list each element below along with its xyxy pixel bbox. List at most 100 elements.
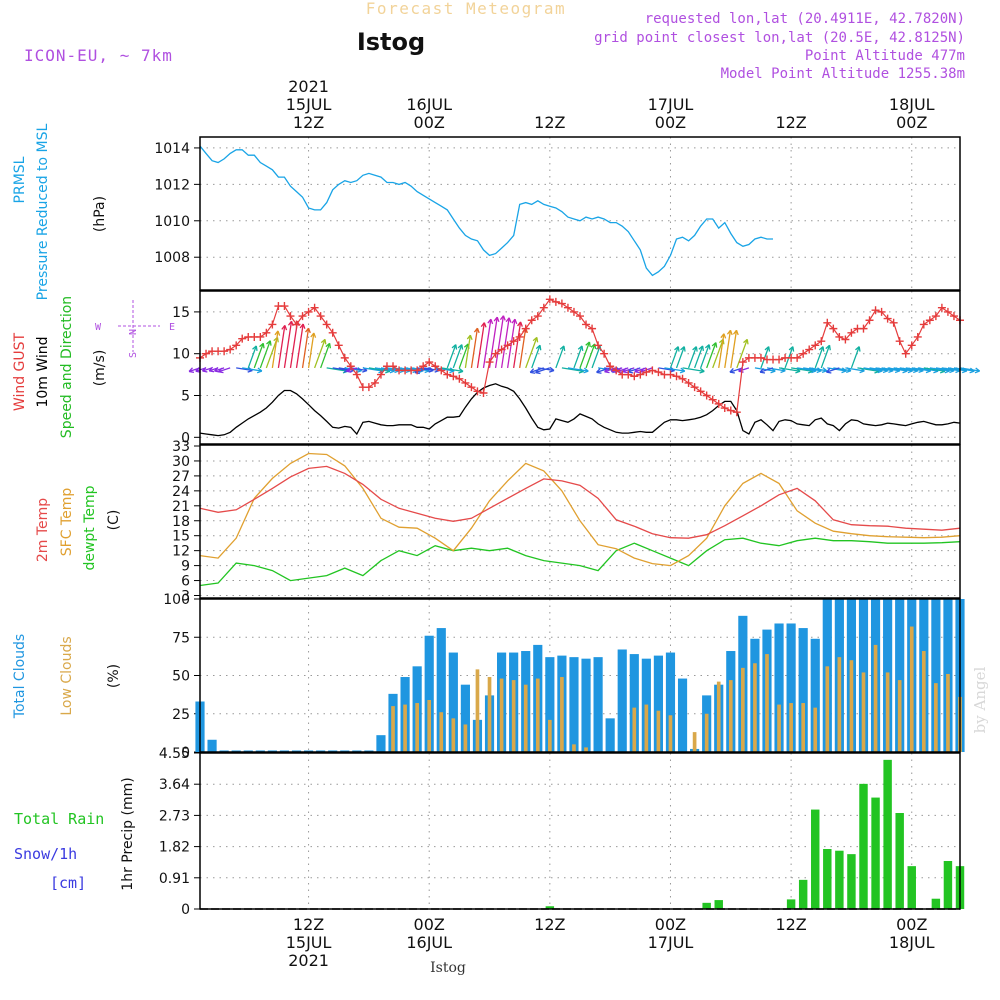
wind-arrow [700,344,710,369]
wind-arrowhead [738,367,744,373]
gust-marker [793,353,802,362]
total-cloud-bar [316,750,326,752]
wind-arrowhead [821,367,828,373]
wind-arrowhead [457,344,464,350]
low-cloud-bar [391,706,395,752]
top-date-label: 18JUL [889,95,935,114]
gust-marker [298,312,307,321]
top-hour-label: 00Z [896,113,927,132]
wind-arrow [809,367,827,372]
pressure-y-axis: 1008 1010 1012 1014 [154,141,200,266]
wind-arrowhead [451,344,458,350]
bottom-year-label: 2021 [288,951,329,970]
wind-speed-line [199,383,961,437]
total-cloud-bar [376,735,386,752]
model-point-altitude: Model Point Altitude 1255.38m [721,66,965,82]
gust-marker [202,349,211,358]
gust-marker [467,383,476,392]
wind-arrow [682,367,705,373]
wind-arrowhead [208,366,215,373]
wind-arrow [736,339,748,369]
gust-marker [811,341,820,350]
gust-marker [364,383,373,392]
grid-point-coords: grid point closest lon,lat (20.5E, 42.81… [594,30,965,46]
clouds-grid [200,599,960,752]
gust-marker [829,324,838,333]
top-date-label: 15JUL [286,95,332,114]
wind-arrow [929,367,950,372]
precip-ytick-label: 4.55 [159,746,190,762]
wind-arrow [573,345,583,369]
low-cloud-bar [765,654,769,752]
t2m-line [199,465,961,539]
gust-marker [491,349,500,358]
total-cloud-bar [810,638,820,752]
gust-marker [925,316,934,325]
top-hour-label: 00Z [655,113,686,132]
rain-bar [847,854,856,909]
precip-ytick-label: 3.64 [159,777,190,793]
wind-arrowhead [505,317,512,323]
gust-marker [630,372,639,381]
wind-arrow [826,367,840,373]
rain-bar [895,813,904,909]
gust-marker [503,341,512,350]
gust-marker [847,328,856,337]
gust-marker [931,312,940,321]
compass-rose: N S W E [95,300,175,358]
total-clouds-label: Total Clouds [12,634,28,719]
gust-marker [455,374,464,383]
wind-arrowhead [680,346,686,352]
station-title: Istog [357,28,425,56]
wind-arrow [905,367,924,372]
wind-arrow [253,343,264,369]
wind-arrow [899,367,919,372]
wind-arrow [295,323,304,369]
gust-marker [720,404,729,413]
gust-marker [527,316,536,325]
wind-arrow [935,367,955,372]
gust-marker [823,318,832,327]
total-cloud-bar [665,652,676,752]
total-cloud-bar [605,718,615,752]
rain-bar [714,900,723,909]
gust-marker [859,324,868,333]
gust-marker [322,320,331,329]
wind-arrow [452,344,463,369]
wind-arrow [446,344,457,369]
compass-south: S [128,352,139,358]
bottom-hour-label: 12Z [293,915,324,934]
temp-ytick-label: 12 [172,544,190,560]
wind-arrow [289,321,299,369]
bottom-hour-label: 00Z [655,915,686,934]
gust-marker [485,358,494,367]
gust-marker [582,320,591,329]
wind-arrowhead [634,367,640,374]
wind-arrow [555,345,565,369]
wind-arrow [271,330,279,369]
clouds-unit: (%) [106,664,122,688]
low-cloud-bar [825,666,830,752]
wind-frame [199,290,961,445]
wind-arrowhead [473,327,480,334]
gust-marker [624,370,633,379]
gust-marker [413,366,422,375]
gust-marker [889,318,898,327]
gust-marker [738,358,747,367]
gust-marker [636,370,645,379]
wind-arrow [561,367,584,373]
gust-marker [690,383,699,392]
snow-unit-label: [cm] [50,874,86,892]
wind-arrowhead [458,367,464,374]
wind-arrow [236,367,253,372]
bottom-date-label: 15JUL [286,933,332,952]
wind-arrowhead [759,368,766,374]
wind-arrowhead [622,367,628,374]
wind-gust-markers [196,295,964,417]
wind-arrow [923,367,945,372]
total-cloud-bar [219,750,229,752]
t2m-label: 2m Temp [35,498,51,562]
pressure-label-prmsl: PRMSL [12,156,28,203]
low-cloud-bar [849,660,854,752]
rain-bar [811,809,820,909]
